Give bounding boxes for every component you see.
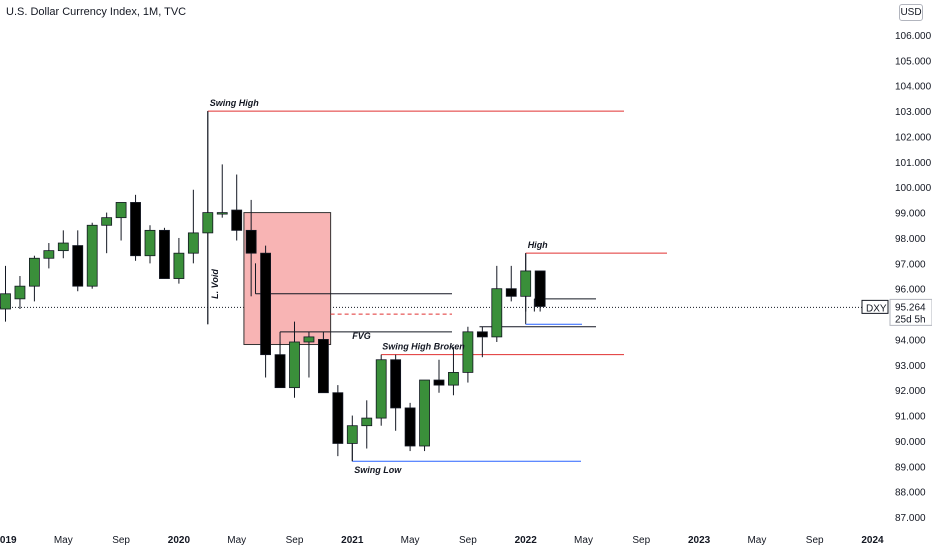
y-tick-label: 88.000 xyxy=(895,488,926,499)
y-tick-label: 106.000 xyxy=(895,31,932,42)
y-tick-label: 98.000 xyxy=(895,234,926,245)
candle-body xyxy=(115,202,127,219)
annotation-label: Swing High Broken xyxy=(382,342,465,352)
y-tick-label: 97.000 xyxy=(895,259,926,270)
annotation-labels: Swing High High Swing High Broken Swing Low… xyxy=(210,98,548,475)
candle-body xyxy=(187,232,199,254)
x-tick-label: May xyxy=(574,535,593,546)
candle-body xyxy=(375,359,387,419)
candle-body xyxy=(130,202,141,257)
x-tick-label: May xyxy=(54,535,73,546)
chart-title: U.S. Dollar Currency Index, 1M, TVC xyxy=(6,6,187,18)
currency-badge[interactable]: USD xyxy=(899,4,923,21)
y-tick-label: 91.000 xyxy=(895,412,926,423)
x-tick-label: 2020 xyxy=(168,535,191,546)
symbol-tag-box xyxy=(861,299,889,314)
candle-body xyxy=(43,250,55,259)
y-tick-label: 101.000 xyxy=(895,158,932,169)
void-box xyxy=(243,212,332,346)
y-tick-label: 89.000 xyxy=(895,462,926,473)
x-tick-label: May xyxy=(227,535,246,546)
candle-body xyxy=(231,209,243,231)
candle-body xyxy=(28,257,40,287)
candle-body xyxy=(390,359,402,409)
candle-body xyxy=(144,229,156,257)
candle-body xyxy=(332,392,344,444)
x-tick-label: Sep xyxy=(806,535,824,546)
x-tick-label: 2022 xyxy=(515,535,538,546)
candle-body xyxy=(433,379,445,386)
y-tick-label: 102.000 xyxy=(895,132,932,143)
candle-body xyxy=(245,229,257,254)
x-tick-label: 2024 xyxy=(861,535,884,546)
candle-body xyxy=(260,252,272,356)
candle-body xyxy=(57,242,69,252)
x-tick-label: Sep xyxy=(632,535,650,546)
candle-body xyxy=(491,288,503,338)
candle-body xyxy=(0,293,11,310)
candle-body xyxy=(101,217,113,226)
candle-body xyxy=(202,212,214,234)
candle-body xyxy=(361,417,373,427)
candle-body xyxy=(86,224,98,287)
x-tick-label: Sep xyxy=(112,535,130,546)
symbol-tag-text: DXY xyxy=(866,303,887,314)
price-tag-countdown: 25d 5h xyxy=(895,314,926,325)
candle-body xyxy=(346,425,358,444)
liquidity-void-box xyxy=(243,212,332,346)
y-tick-label: 104.000 xyxy=(895,82,932,93)
candle-body xyxy=(419,379,430,447)
candle-body xyxy=(303,336,315,343)
candle-body xyxy=(14,285,26,300)
annotation-label: High xyxy=(528,240,548,250)
y-tick-label: 105.000 xyxy=(895,56,932,67)
annotation-label: Swing Low xyxy=(354,465,402,475)
candle-body xyxy=(462,331,474,373)
candle-body xyxy=(289,341,300,389)
annotation-label: FVG xyxy=(352,331,371,341)
annotation-label: L. Void xyxy=(210,269,220,299)
y-tick-label: 93.000 xyxy=(895,361,926,372)
annotation-label: Swing High xyxy=(210,98,259,108)
candle-body xyxy=(173,252,185,279)
candle-body xyxy=(476,331,488,338)
candle-body xyxy=(159,229,170,279)
x-tick-label: May xyxy=(401,535,420,546)
y-tick-label: 92.000 xyxy=(895,386,926,397)
y-tick-label: 96.000 xyxy=(895,285,926,296)
x-tick-label: Sep xyxy=(286,535,304,546)
y-tick-label: 99.000 xyxy=(895,209,926,220)
candle-body xyxy=(520,270,532,297)
price-tag-box xyxy=(889,298,932,326)
candle-body xyxy=(274,354,286,389)
y-tick-label: 103.000 xyxy=(895,107,932,118)
x-tick-label: 2021 xyxy=(341,535,364,546)
x-tick-label: 2019 xyxy=(0,535,17,546)
candle-body xyxy=(72,245,84,287)
x-tick-label: Sep xyxy=(459,535,477,546)
candle-body xyxy=(505,288,517,297)
price-tag-value: 95.264 xyxy=(895,302,926,313)
y-tick-label: 94.000 xyxy=(895,335,926,346)
candle-body xyxy=(404,407,416,447)
axes: 87.000 88.000 89.000 90.000 91.000 92.000 93.0… xyxy=(0,31,932,546)
candle-body xyxy=(534,270,546,307)
y-tick-label: 90.000 xyxy=(895,437,926,448)
y-tick-label: 100.000 xyxy=(895,183,932,194)
x-tick-label: May xyxy=(747,535,766,546)
x-tick-label: 2023 xyxy=(688,535,711,546)
candles xyxy=(0,111,546,462)
candle-body xyxy=(216,212,228,215)
y-tick-label: 87.000 xyxy=(895,513,926,524)
candle-body xyxy=(317,339,329,394)
candle-body xyxy=(448,372,459,386)
